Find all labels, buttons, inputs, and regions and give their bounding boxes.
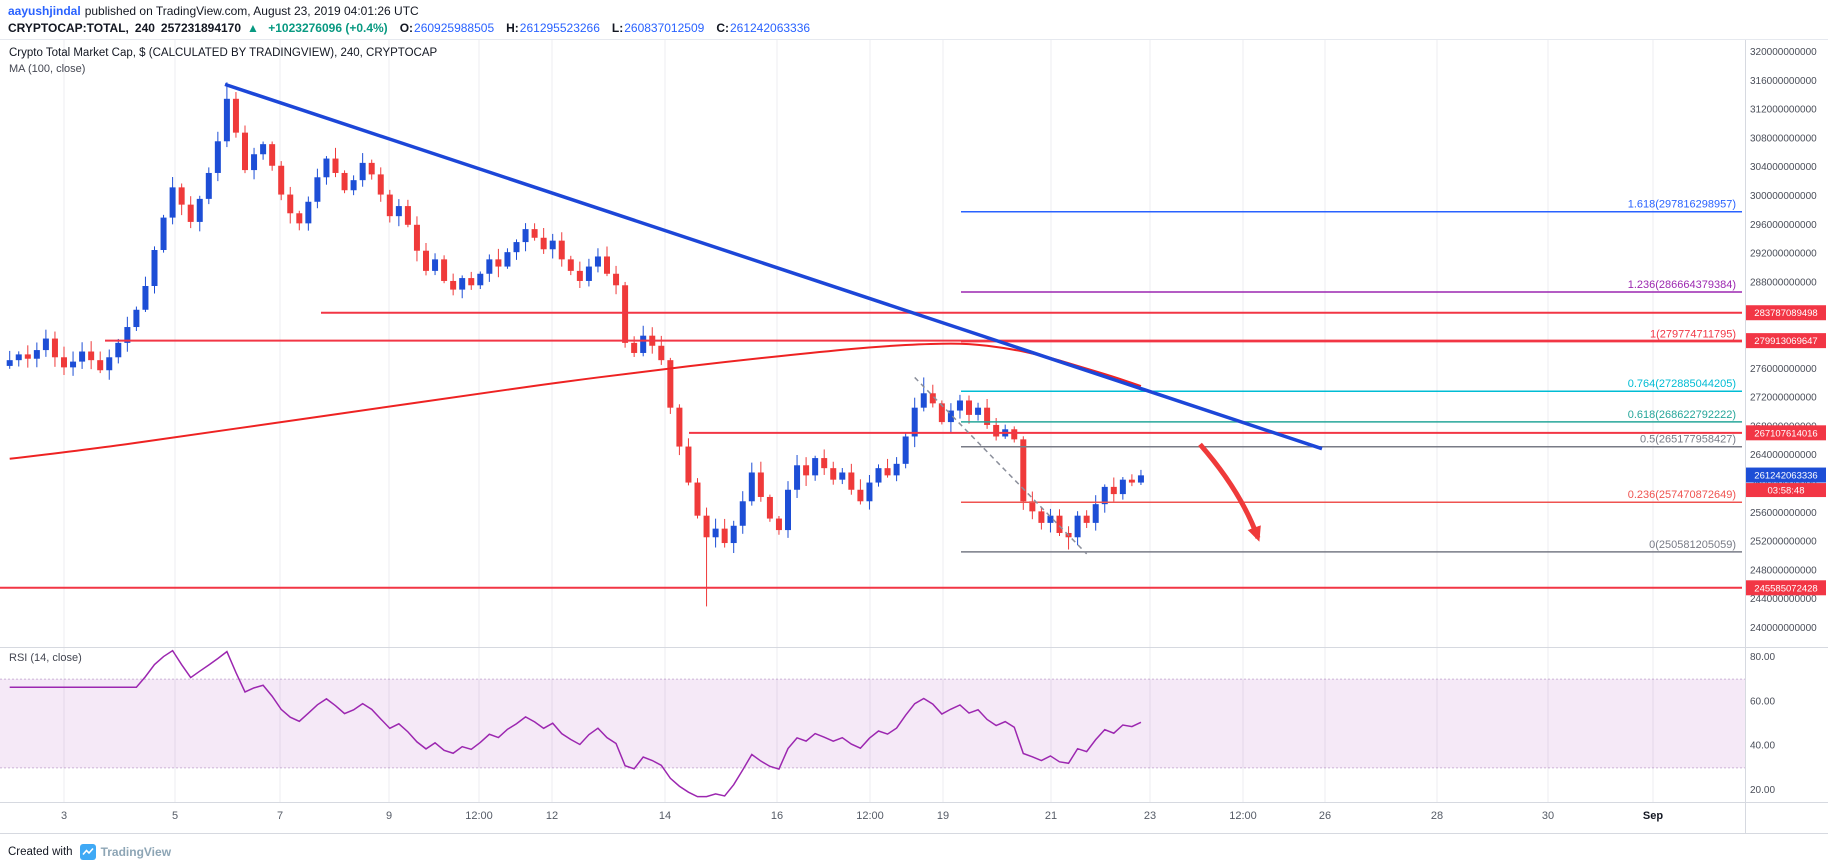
rsi-line <box>9 649 1142 798</box>
svg-text:288000000000: 288000000000 <box>1750 277 1817 288</box>
svg-text:21: 21 <box>1045 810 1057 822</box>
descending-trendline[interactable] <box>224 82 1323 451</box>
rsi-indicator-legend[interactable]: RSI (14, close) <box>9 652 82 664</box>
down-arrow-annotation <box>1198 442 1261 542</box>
svg-text:Sep: Sep <box>1643 810 1663 822</box>
svg-text:272000000000: 272000000000 <box>1750 393 1817 404</box>
last-price: 257231894170 <box>160 21 242 35</box>
fib-level-label: 1.618(297816298957) <box>1628 199 1736 211</box>
svg-text:296000000000: 296000000000 <box>1750 220 1817 231</box>
svg-text:264000000000: 264000000000 <box>1750 450 1817 461</box>
svg-text:279913069647: 279913069647 <box>1754 336 1817 347</box>
svg-text:244000000000: 244000000000 <box>1750 594 1817 605</box>
svg-text:14: 14 <box>659 810 671 822</box>
high-label: H:261295523266 <box>506 21 600 35</box>
author-link[interactable]: aayushjindal <box>8 4 81 18</box>
svg-text:252000000000: 252000000000 <box>1750 537 1817 548</box>
svg-text:7: 7 <box>277 810 283 822</box>
up-triangle-icon: ▲ <box>247 21 259 35</box>
svg-text:30: 30 <box>1542 810 1554 822</box>
svg-text:26: 26 <box>1319 810 1331 822</box>
fib-level-label: 0.764(272885044205) <box>1628 378 1736 390</box>
svg-text:267107614016: 267107614016 <box>1754 428 1817 439</box>
low-label: L:260837012509 <box>611 21 705 35</box>
byline-text: published on TradingView.com, August 23,… <box>84 4 419 18</box>
low-value: 260837012509 <box>624 21 705 35</box>
svg-text:261242063336: 261242063336 <box>1754 471 1817 482</box>
sr-lines <box>0 311 1742 589</box>
svg-text:80.00: 80.00 <box>1750 652 1775 663</box>
fib-level-label: 1.236(286664379384) <box>1628 279 1736 291</box>
svg-text:60.00: 60.00 <box>1750 696 1775 707</box>
panel-frames <box>0 40 1828 834</box>
chart-canvas[interactable]: 1.618(297816298957) 1.236(286664379384) 1(… <box>0 40 1828 836</box>
svg-text:320000000000: 320000000000 <box>1750 47 1817 58</box>
svg-text:283787089498: 283787089498 <box>1754 308 1817 319</box>
svg-text:12: 12 <box>546 810 558 822</box>
change-value: ▲ +1023276096 (+0.4%) <box>247 21 394 35</box>
svg-text:292000000000: 292000000000 <box>1750 249 1817 260</box>
svg-text:19: 19 <box>937 810 949 822</box>
svg-text:300000000000: 300000000000 <box>1750 191 1817 202</box>
svg-text:304000000000: 304000000000 <box>1750 162 1817 173</box>
fib-level-label: 0.618(268622792222) <box>1628 409 1736 421</box>
svg-text:28: 28 <box>1431 810 1443 822</box>
open-value: 260925988505 <box>414 21 495 35</box>
svg-text:12:00: 12:00 <box>1229 810 1257 822</box>
svg-text:316000000000: 316000000000 <box>1750 76 1817 87</box>
fib-level-label: 0(250581205059) <box>1649 539 1736 551</box>
svg-text:248000000000: 248000000000 <box>1750 565 1817 576</box>
svg-text:40.00: 40.00 <box>1750 741 1775 752</box>
close-label: C:261242063336 <box>716 21 811 35</box>
interval-value[interactable]: 240 <box>134 21 155 35</box>
dashed-decline-line <box>914 376 1088 555</box>
svg-text:12:00: 12:00 <box>856 810 884 822</box>
tradingview-logo-icon[interactable] <box>79 844 96 860</box>
created-with-text: Created with <box>8 846 73 858</box>
fib-level-label: 0.236(257470872649) <box>1628 489 1736 501</box>
price-axis[interactable]: 320000000000 316000000000 312000000000 3080… <box>1750 47 1817 796</box>
open-label: O:260925988505 <box>399 21 495 35</box>
svg-text:5: 5 <box>172 810 178 822</box>
svg-text:276000000000: 276000000000 <box>1750 364 1817 375</box>
fib-retracement: 1.618(297816298957) 1.236(286664379384) 1(… <box>961 199 1742 553</box>
svg-text:3: 3 <box>61 810 67 822</box>
main-chart-legend[interactable]: Crypto Total Market Cap, $ (CALCULATED B… <box>9 47 438 59</box>
svg-text:16: 16 <box>771 810 783 822</box>
svg-text:23: 23 <box>1144 810 1156 822</box>
svg-text:12:00: 12:00 <box>465 810 493 822</box>
svg-text:240000000000: 240000000000 <box>1750 623 1817 634</box>
byline: aayushjindal published on TradingView.com… <box>8 3 1820 20</box>
svg-text:20.00: 20.00 <box>1750 785 1775 796</box>
svg-text:9: 9 <box>386 810 392 822</box>
footer: Created with TradingView <box>8 840 171 864</box>
price-badges: 283787089498 279913069647 267107614016 2612… <box>1746 305 1826 596</box>
tradingview-link[interactable]: TradingView <box>100 845 172 859</box>
symbol-name[interactable]: CRYPTOCAP:TOTAL, <box>8 21 129 35</box>
close-value: 261242063336 <box>729 21 811 35</box>
svg-text:245585072428: 245585072428 <box>1754 583 1817 594</box>
header: aayushjindal published on TradingView.com… <box>0 0 1828 40</box>
high-value: 261295523266 <box>519 21 600 35</box>
svg-text:312000000000: 312000000000 <box>1750 105 1817 116</box>
time-axis[interactable]: 3 5 7 9 12:00 12 14 16 12:00 19 21 23 12:00 26 28 30 Sep <box>61 810 1663 822</box>
svg-text:256000000000: 256000000000 <box>1750 508 1817 519</box>
ma-indicator-legend[interactable]: MA (100, close) <box>9 63 86 75</box>
svg-text:03:58:48: 03:58:48 <box>1768 486 1805 497</box>
rsi-band <box>0 678 1745 769</box>
symbol-info-bar: CRYPTOCAP:TOTAL, 240 257231894170 ▲ +102327… <box>8 20 1820 37</box>
fib-level-label: 0.5(265177958427) <box>1640 434 1736 446</box>
fib-level-label: 1(279774711795) <box>1650 329 1736 341</box>
change-text: +1023276096 (+0.4%) <box>268 21 388 35</box>
candlestick-series <box>6 82 1144 607</box>
ma100-line <box>9 342 1142 460</box>
svg-text:308000000000: 308000000000 <box>1750 133 1817 144</box>
